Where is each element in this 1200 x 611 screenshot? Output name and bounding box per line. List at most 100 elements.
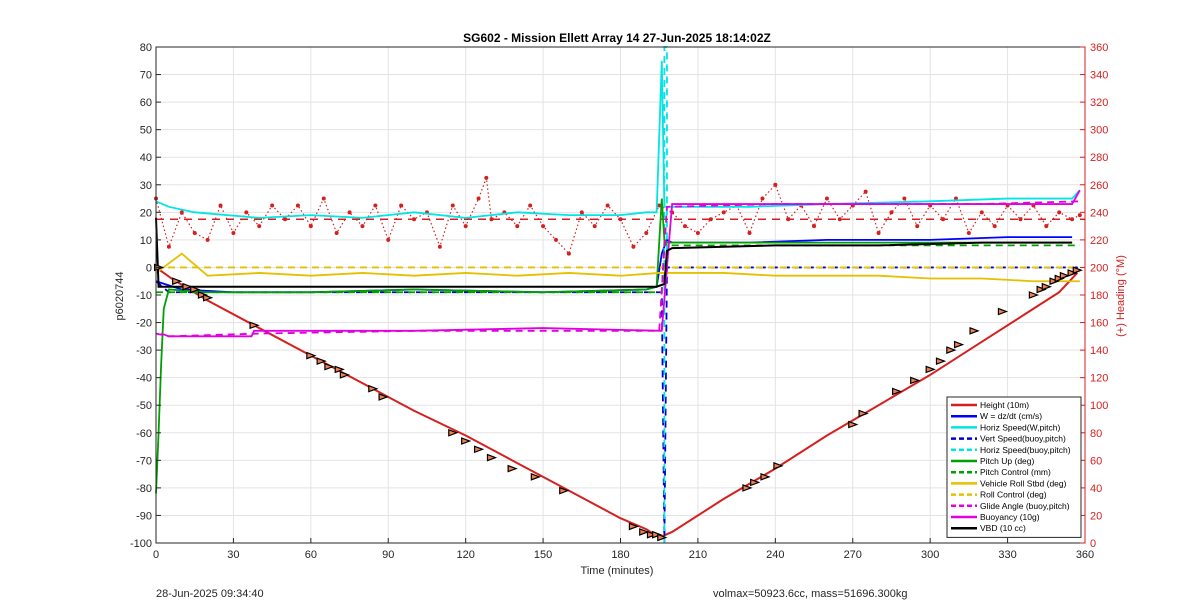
legend-label-roll-control-deg: Roll Control (deg)	[980, 490, 1047, 500]
dive-marker	[378, 393, 389, 401]
dive-marker	[507, 464, 518, 473]
dive-marker	[1036, 285, 1047, 294]
series-line-horiz-speed-w-pitch	[155, 60, 1081, 219]
series-line-glide-angle-buoy-pitch	[155, 200, 1080, 338]
series-line-pitch-up-deg	[155, 198, 1073, 494]
dive-marker	[652, 530, 663, 539]
x-tick-label: 210	[689, 549, 707, 561]
dive-marker	[203, 293, 214, 302]
x-tick-label: 150	[534, 549, 552, 561]
y-tick-label: -80	[136, 483, 152, 495]
dive-marker	[628, 522, 640, 531]
y-tick-label: -30	[136, 345, 152, 357]
dive-marker	[1067, 269, 1078, 277]
y-tick-label: 0	[146, 262, 152, 274]
right-tick-label: 40	[1090, 483, 1102, 495]
right-tick-label: 340	[1090, 70, 1108, 82]
legend-label-pitch-up-deg: Pitch Up (deg)	[980, 456, 1034, 466]
dive-marker	[1059, 271, 1071, 280]
heading-point	[683, 224, 688, 229]
y-tick-label: 20	[140, 207, 152, 219]
legend-label-vert-speed-buoy-pitch: Vert Speed(buoy,pitch)	[980, 434, 1066, 444]
x-tick-label: 60	[305, 549, 317, 561]
right-tick-label: 20	[1090, 510, 1102, 522]
dive-marker	[1028, 291, 1040, 299]
heading-point	[205, 237, 210, 242]
dive-marker	[306, 351, 317, 360]
dive-marker	[742, 484, 753, 492]
y-tick-label: 40	[140, 152, 152, 164]
y-axis-label: p6020744	[114, 272, 126, 321]
dive-marker	[530, 473, 542, 481]
right-tick-label: 240	[1090, 207, 1108, 219]
y-tick-label: 50	[140, 125, 152, 137]
dive-marker	[892, 387, 903, 396]
right-tick-label: 300	[1090, 125, 1108, 137]
x-tick-label: 30	[227, 549, 239, 561]
y-tick-label: 30	[140, 180, 152, 192]
series-line-w-dz-dt-cm-s	[155, 236, 1073, 294]
dive-marker	[773, 461, 784, 470]
x-axis-label: Time (minutes)	[581, 565, 654, 577]
dive-marker	[969, 326, 980, 335]
grid	[155, 46, 1086, 544]
heading-trace	[155, 177, 1081, 255]
y-tick-label: 70	[140, 70, 152, 82]
right-tick-label: 120	[1090, 373, 1108, 385]
legend-label-glide-angle-buoy-pitch: Glide Angle (buoy,pitch)	[980, 501, 1070, 511]
dive-marker	[946, 346, 957, 354]
dive-marker	[910, 376, 921, 385]
right-tick-label: 280	[1090, 152, 1108, 164]
dive-marker	[639, 528, 650, 536]
y-tick-label: -50	[136, 400, 152, 412]
x-tick-label: 0	[153, 549, 159, 561]
dive-marker	[858, 409, 869, 418]
heading-point	[166, 244, 171, 249]
dive-marker	[461, 437, 472, 445]
dive-marker	[760, 473, 771, 481]
right-tick-label: 0	[1090, 538, 1096, 550]
legend-box	[946, 396, 1082, 538]
dive-marker	[448, 428, 459, 437]
dive-marker	[172, 277, 183, 286]
heading-point	[760, 196, 765, 201]
x-tick-label: 360	[1076, 549, 1094, 561]
chart-title: SG602 - Mission Ellett Array 14 27-Jun-2…	[463, 31, 771, 45]
heading-point	[579, 210, 584, 215]
dive-marker	[953, 340, 965, 349]
dive-marker	[559, 486, 570, 495]
dive-marker	[997, 307, 1009, 316]
dive-marker	[197, 291, 209, 299]
y-tick-label: 10	[140, 235, 152, 247]
legend-label-vbd-10-cc: VBD (10 cc)	[980, 523, 1026, 533]
x-tick-label: 180	[611, 549, 629, 561]
dive-marker	[646, 530, 658, 539]
dive-marker	[1054, 274, 1065, 283]
series-line-vehicle-roll-stbd-deg	[155, 252, 1080, 283]
heading-point	[1070, 217, 1075, 222]
legend-label-horiz-speed-buoy-pitch: Horiz Speed(buoy,pitch)	[980, 445, 1071, 455]
dive-marker	[750, 478, 761, 487]
dive-marker	[473, 445, 485, 454]
heading-point	[644, 231, 649, 235]
series-line-height-10m	[155, 266, 1078, 539]
heading-point	[605, 203, 610, 208]
dive-marker	[657, 533, 668, 542]
right-tick-label: 180	[1090, 290, 1108, 302]
y-tick-label: -10	[136, 290, 152, 302]
heading-point	[566, 251, 571, 256]
dive-marker	[486, 453, 498, 462]
dive-marker	[182, 282, 193, 291]
x-tick-label: 90	[382, 549, 394, 561]
legend-label-horiz-speed-w-pitch: Horiz Speed(W,pitch)	[980, 422, 1060, 432]
dive-marker	[249, 321, 260, 330]
legend: Height (10m)W = dz/dt (cm/s)Horiz Speed(…	[946, 396, 1082, 538]
y-tick-label: 80	[140, 42, 152, 54]
footer-timestamp: 28-Jun-2025 09:34:40	[156, 588, 264, 600]
dive-marker	[324, 362, 335, 371]
dive-marker	[339, 371, 351, 379]
dive-marker	[190, 285, 201, 294]
right-tick-label: 160	[1090, 318, 1108, 330]
series-line-buoyancy-10g	[160, 189, 1081, 338]
